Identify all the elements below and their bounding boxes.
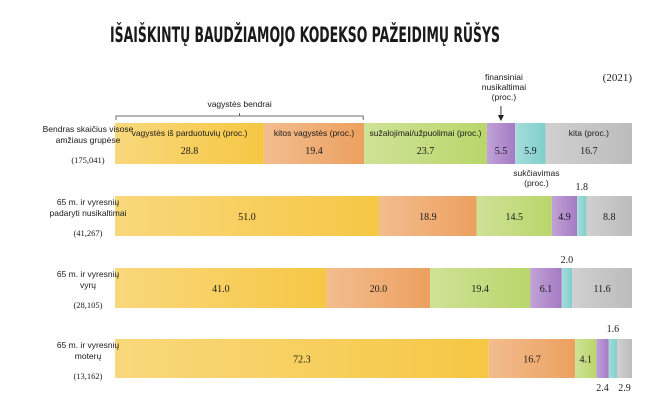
bar-segment-r2-s0 xyxy=(115,268,327,308)
category-count: (28,105) xyxy=(73,300,102,310)
value-label-below: 2.4 xyxy=(596,383,609,394)
value-label: 6.1 xyxy=(540,284,553,295)
category-count: (41,267) xyxy=(73,228,102,238)
category-label: 65 m. ir vyresnių xyxy=(57,340,120,350)
bar-segment-r2-s4 xyxy=(561,268,573,308)
legend-label-inline: kitos vagystės (proc.) xyxy=(274,128,354,138)
bar-segment-r3-s3 xyxy=(596,339,609,378)
category-count: (13,162) xyxy=(73,371,102,381)
value-label: 51.0 xyxy=(238,212,256,223)
legend-label-inline: vagystės iš parduotuvių (proc.) xyxy=(132,128,248,138)
bar-segment-r0-s1 xyxy=(263,123,365,164)
bar-segment-r1-s5 xyxy=(586,196,632,236)
chart-year: (2021) xyxy=(603,72,633,84)
bar-segment-r0-s4 xyxy=(515,123,546,164)
value-label: 28.8 xyxy=(181,146,199,157)
bar-segment-r1-s1 xyxy=(378,196,477,236)
value-label-above: 1.6 xyxy=(607,324,620,335)
category-label: 65 m. ir vyresnių xyxy=(57,269,120,279)
value-label: 4.9 xyxy=(558,212,571,223)
bar-segment-r2-s5 xyxy=(572,268,632,308)
bar-segment-r3-s2 xyxy=(575,339,597,378)
bar-segment-r1-s2 xyxy=(476,196,552,236)
legend-label-inline: kita (proc.) xyxy=(569,128,609,138)
value-label: 19.4 xyxy=(471,284,489,295)
category-label: Bendras skaičius visose xyxy=(43,124,134,134)
category-label: padaryti nusikaltimai xyxy=(49,208,126,218)
category-label: amžiaus grupėse xyxy=(56,135,121,145)
bar-segment-r0-s2 xyxy=(364,123,487,164)
value-label-below: 2.9 xyxy=(618,383,631,394)
legend-label-inline: sužalojimai/užpuolimai (proc.) xyxy=(369,128,481,138)
bar-segment-r3-s5 xyxy=(617,339,632,378)
group-label: vagystės bendrai xyxy=(207,99,271,109)
value-label-above: 2.0 xyxy=(561,255,574,266)
bar-segment-r2-s2 xyxy=(430,268,531,308)
bar-segment-r1-s3 xyxy=(551,196,578,236)
value-label: 11.6 xyxy=(593,284,610,295)
bar-segment-r2-s1 xyxy=(326,268,431,308)
value-label: 5.9 xyxy=(524,146,537,157)
callout-sukciavimas: (proc.) xyxy=(524,178,549,188)
value-label: 41.0 xyxy=(212,284,230,295)
bar-segment-r3-s4 xyxy=(608,339,618,378)
value-label: 16.7 xyxy=(523,355,541,366)
bar-segment-r2-s3 xyxy=(530,268,562,308)
value-label: 18.9 xyxy=(419,212,437,223)
callout-arrow-head xyxy=(497,115,504,121)
group-bracket xyxy=(115,115,364,120)
value-label: 20.0 xyxy=(370,284,388,295)
callout-finansiniai: nusikaltimai xyxy=(482,82,527,92)
chart-title: IŠAIŠKINTŲ BAUDŽIAMOJO KODEKSO PAŽEIDIMŲ… xyxy=(110,22,500,47)
bar-segment-r0-s5 xyxy=(545,123,632,164)
callout-finansiniai: finansiniai xyxy=(485,72,523,82)
category-count: (175,041) xyxy=(71,155,104,165)
value-label: 8.8 xyxy=(603,212,616,223)
value-label: 4.1 xyxy=(579,355,592,366)
bar-segment-r3-s0 xyxy=(115,339,489,378)
value-label: 23.7 xyxy=(417,146,435,157)
value-label: 16.7 xyxy=(580,146,598,157)
value-label: 5.5 xyxy=(495,146,508,157)
bar-segment-r0-s3 xyxy=(486,123,516,164)
value-label: 19.4 xyxy=(305,146,323,157)
callout-sukciavimas: sukčiavimas xyxy=(513,168,559,178)
category-label: 65 m. ir vyresnių xyxy=(57,197,120,207)
value-label: 72.3 xyxy=(293,355,311,366)
value-label: 14.5 xyxy=(506,212,524,223)
bar-segment-r1-s4 xyxy=(577,196,587,236)
category-label: moterų xyxy=(75,351,102,361)
category-label: vyrų xyxy=(80,280,96,290)
bar-segment-r1-s0 xyxy=(115,196,379,236)
bar-segment-r0-s0 xyxy=(115,123,264,164)
value-label-above: 1.8 xyxy=(576,182,589,193)
bar-segment-r3-s1 xyxy=(488,339,576,378)
callout-finansiniai: (proc.) xyxy=(492,92,517,102)
